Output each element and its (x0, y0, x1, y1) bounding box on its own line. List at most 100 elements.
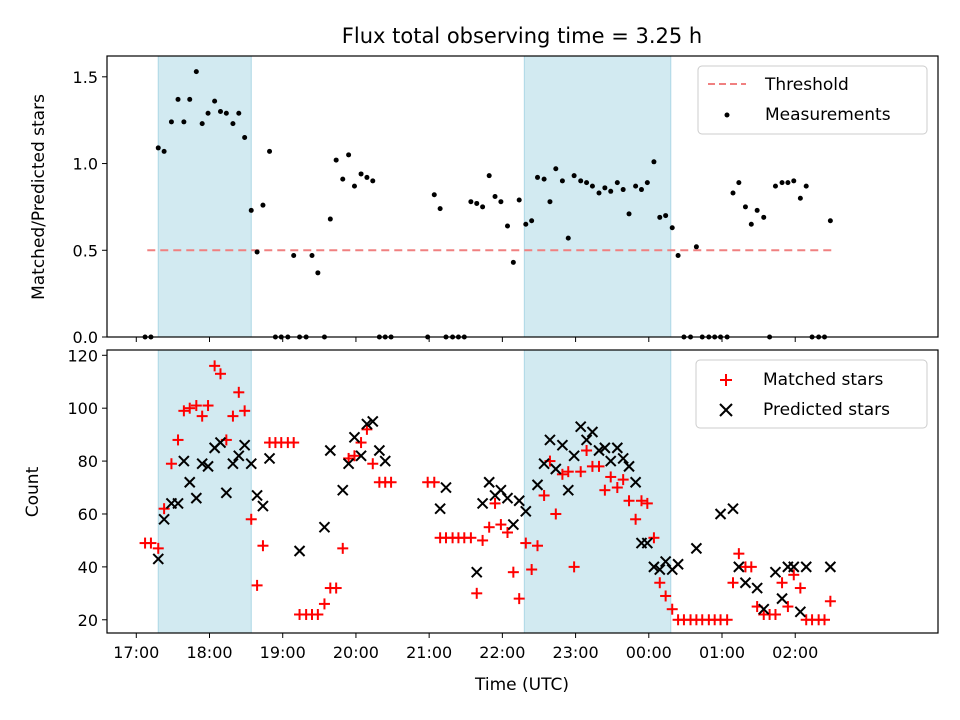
predicted-marker-b (629, 476, 642, 488)
predicted-star-marker (580, 434, 593, 446)
predicted-star-marker (172, 497, 184, 510)
measurement-point (797, 195, 803, 201)
predicted-marker-b (471, 566, 483, 578)
matched-star-marker (172, 434, 184, 446)
predicted-star-marker (251, 489, 263, 502)
matched-star-marker (245, 513, 257, 525)
measurement-point (651, 159, 657, 165)
matched-star-marker (165, 458, 177, 470)
predicted-star-marker (520, 505, 532, 518)
predicted-marker-b (751, 582, 763, 594)
predicted-marker-b (251, 489, 263, 502)
predicted-star-marker (324, 444, 337, 457)
predicted-star-marker (550, 463, 562, 475)
top-legend-box (697, 65, 928, 135)
predicted-marker-b (758, 603, 770, 615)
measurement-point (291, 252, 297, 258)
measurement-point (370, 178, 376, 184)
matched-star-marker (145, 537, 157, 549)
measurement-point (351, 183, 357, 189)
predicted-star-marker (373, 444, 386, 457)
predicted-marker-b (507, 518, 520, 531)
matched-star-marker (641, 497, 653, 509)
matched-star-marker (367, 458, 379, 470)
matched-star-marker (196, 410, 208, 422)
y-tick-label: 60 (78, 505, 98, 524)
measurement-point (602, 185, 608, 191)
predicted-star-marker (238, 439, 251, 451)
predicted-star-marker (337, 484, 349, 496)
measurement-point (333, 157, 339, 163)
legend-predicted-swatch (719, 403, 733, 417)
y-tick-label: 40 (78, 558, 98, 577)
predicted-star-marker (190, 492, 203, 504)
predicted-star-marker (531, 479, 544, 491)
measurement-point (791, 178, 797, 184)
predicted-marker-b (476, 497, 489, 510)
predicted-star-marker (751, 582, 763, 594)
predicted-marker-b (367, 415, 379, 428)
matched-star-marker (184, 402, 196, 414)
predicted-marker-b (714, 508, 727, 520)
matched-star-marker (538, 489, 550, 501)
predicted-marker-b (544, 434, 556, 446)
predicted-star-marker (544, 434, 556, 446)
predicted-star-marker (556, 439, 569, 451)
matched-star-marker (599, 484, 611, 496)
predicted-marker-b (794, 606, 807, 618)
matched-star-marker (489, 497, 501, 509)
matched-star-marker (483, 521, 495, 533)
predicted-star-marker (788, 561, 800, 573)
bottom-legend-box (695, 359, 928, 429)
predicted-marker-b (440, 481, 452, 494)
measurement-point (431, 192, 437, 198)
matched-star-marker (233, 386, 245, 398)
predicted-star-marker (318, 521, 331, 533)
y-tick-label: 100 (67, 399, 98, 418)
top-legend: Threshold Measurements (697, 65, 928, 135)
predicted-marker-b (648, 561, 660, 573)
predicted-star-marker (672, 558, 684, 570)
predicted-star-marker (483, 476, 495, 488)
matched-star-marker (635, 495, 647, 507)
predicted-star-marker (257, 500, 269, 512)
measurement-point (675, 252, 681, 258)
top-x-ticks (135, 337, 796, 342)
predicted-star-marker (538, 458, 550, 470)
predicted-marker-b (245, 458, 257, 470)
measurement-point (693, 244, 699, 250)
predicted-star-marker (220, 487, 233, 499)
measurement-point (754, 207, 760, 213)
x-tick-label: 01:00 (699, 643, 745, 662)
measurement-point (346, 152, 352, 158)
predicted-star-marker (769, 566, 782, 578)
y-tick-label: 120 (67, 346, 98, 365)
measurement-point (547, 199, 553, 205)
matched-star-marker (556, 468, 568, 480)
matched-star-marker (782, 601, 794, 613)
predicted-marker-b (672, 558, 684, 570)
predicted-star-marker (758, 603, 770, 615)
predicted-star-marker (348, 431, 361, 443)
measurement-point (565, 235, 571, 241)
predicted-marker-b (654, 563, 666, 576)
predicted-marker-b (550, 463, 562, 475)
matched-star-marker (520, 537, 532, 549)
shaded-interval-1 (157, 349, 252, 634)
bottom-y-ticks: 20 40 60 80 100 120 (67, 346, 107, 630)
measurement-point (761, 214, 767, 220)
predicted-marker-b (574, 420, 587, 433)
predicted-marker-b (495, 484, 507, 496)
x-tick-label: 22:00 (479, 643, 525, 662)
bottom-legend: Matched stars Predicted stars (695, 359, 928, 429)
measurement-point (779, 180, 785, 186)
predicted-star-marker (690, 542, 703, 555)
matched-star-marker (465, 532, 477, 544)
measurement-point (736, 180, 742, 186)
predicted-star-marker (361, 418, 373, 430)
measurement-point (510, 259, 516, 265)
predicted-star-marker (623, 460, 635, 473)
y-tick-label: 1.0 (73, 155, 98, 174)
matched-star-marker (788, 569, 800, 581)
y-tick-label: 20 (78, 611, 98, 630)
